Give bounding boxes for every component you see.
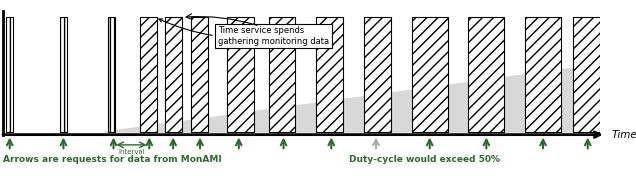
Bar — [573, 17, 600, 132]
Bar — [364, 17, 391, 132]
Bar — [6, 17, 13, 132]
Bar — [107, 17, 114, 132]
Bar — [316, 17, 343, 132]
Bar — [411, 17, 448, 132]
Text: Interval: Interval — [118, 149, 145, 155]
Bar — [141, 17, 157, 132]
Bar — [525, 17, 561, 132]
Bar — [469, 17, 504, 132]
Text: Time: Time — [612, 130, 636, 140]
Bar — [165, 17, 182, 132]
Text: Duty-cycle would exceed 50%: Duty-cycle would exceed 50% — [349, 155, 500, 164]
Bar — [227, 17, 254, 132]
Bar — [191, 17, 208, 132]
Polygon shape — [104, 64, 600, 132]
Bar — [60, 17, 67, 132]
Text: Time service spends
gathering monitoring data: Time service spends gathering monitoring… — [159, 19, 329, 46]
Text: Arrows are requests for data from MonAMI: Arrows are requests for data from MonAMI — [3, 155, 222, 164]
Bar — [268, 17, 296, 132]
